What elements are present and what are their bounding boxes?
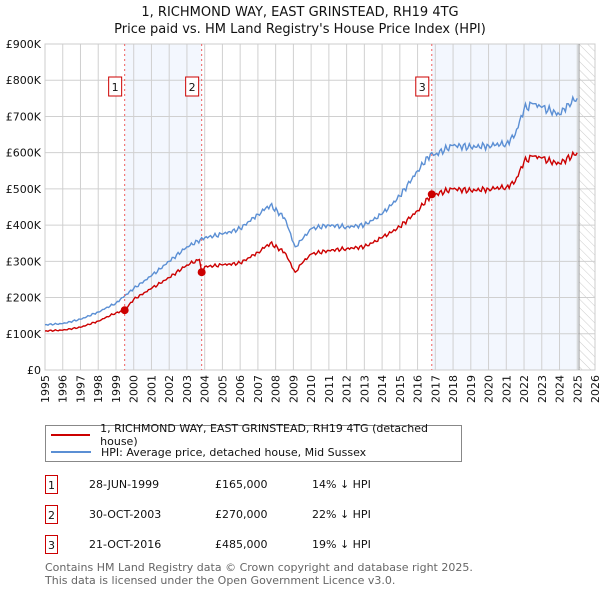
- sale-label-box: [108, 76, 123, 97]
- x-tick-label: 2000: [128, 375, 141, 403]
- y-tick-label: £200K: [6, 292, 42, 305]
- x-tick-label: 1997: [74, 375, 87, 403]
- x-tick-label: 2002: [163, 375, 176, 403]
- plot-border: [44, 43, 596, 371]
- x-tick-label: 2022: [518, 375, 531, 403]
- footer-licence: This data is licensed under the Open Gov…: [45, 574, 396, 587]
- sale-point: [120, 306, 129, 315]
- sale-row: 1 28-JUN-1999 £165,000 14% ↓ HPI: [45, 475, 465, 495]
- x-tick-label: 2009: [287, 375, 300, 403]
- x-tick-label: 2011: [323, 375, 336, 403]
- sale-marker-badge: 3: [45, 535, 58, 554]
- y-tick-label: £500K: [6, 183, 42, 196]
- sale-row: 2 30-OCT-2003 £270,000 22% ↓ HPI: [45, 505, 465, 525]
- legend-label-property: 1, RICHMOND WAY, EAST GRINSTEAD, RH19 4T…: [100, 422, 428, 448]
- legend-label-hpi: HPI: Average price, detached house, Mid …: [101, 445, 367, 459]
- sale-price: £270,000: [215, 508, 268, 521]
- shaded-period: [124, 44, 202, 370]
- hpi-line: [44, 94, 578, 326]
- x-tick-label: 2014: [376, 375, 389, 403]
- x-tick-label: 1995: [39, 375, 52, 403]
- sale-label-box: [415, 76, 430, 97]
- x-tick-label: 2003: [181, 375, 194, 403]
- shaded-period: [431, 44, 580, 370]
- y-tick-label: £300K: [6, 255, 42, 268]
- sale-date: 21-OCT-2016: [89, 538, 162, 551]
- x-tick-label: 2010: [305, 375, 318, 403]
- y-tick-label: £700K: [6, 110, 42, 123]
- x-tick-label: 2019: [465, 375, 478, 403]
- plot-area: 1995 1996 1997 1998 1999 2000 2001 2002 2003 2004…: [6, 38, 600, 403]
- legend-swatch-hpi: [51, 451, 91, 453]
- sale-point: [427, 190, 436, 199]
- x-tick-label: 2025: [571, 375, 584, 403]
- x-tick-label: 2017: [429, 375, 442, 403]
- sale-label-box: [185, 76, 200, 97]
- x-tick-label: 2021: [500, 375, 513, 403]
- x-tick-label: 2007: [252, 375, 265, 403]
- sale-date: 28-JUN-1999: [89, 478, 160, 491]
- sale-label: 2: [189, 81, 196, 94]
- y-tick-label: £800K: [6, 74, 42, 87]
- y-tick-label: £900K: [6, 38, 42, 51]
- x-tick-label: 2024: [554, 375, 567, 403]
- forecast-hatch: [579, 44, 595, 370]
- x-tick-label: 2018: [447, 375, 460, 403]
- sale-price: £165,000: [215, 478, 268, 491]
- x-tick-label: 1999: [110, 375, 123, 403]
- y-tick-label: £0: [27, 364, 41, 377]
- sale-label: 1: [112, 81, 119, 94]
- sale-hpi-diff: 19% ↓ HPI: [312, 538, 371, 551]
- chart-subtitle: Price paid vs. HM Land Registry's House …: [114, 22, 486, 37]
- x-tick-label: 2016: [412, 375, 425, 403]
- x-tick-label: 2001: [145, 375, 158, 403]
- property-price-line: [44, 150, 578, 333]
- x-tick-label: 2008: [270, 375, 283, 403]
- y-tick-label: £400K: [6, 219, 42, 232]
- legend: 1, RICHMOND WAY, EAST GRINSTEAD, RH19 4T…: [45, 422, 462, 462]
- sale-hpi-diff: 14% ↓ HPI: [312, 478, 371, 491]
- sale-date: 30-OCT-2003: [89, 508, 162, 521]
- x-tick-label: 2012: [341, 375, 354, 403]
- x-tick-label: 2023: [536, 375, 549, 403]
- sale-point: [197, 268, 206, 277]
- sale-marker-badge: 1: [45, 475, 58, 494]
- x-tick-label: 2005: [216, 375, 229, 403]
- sale-row: 3 21-OCT-2016 £485,000 19% ↓ HPI: [45, 535, 465, 555]
- x-tick-label: 1998: [92, 375, 105, 403]
- x-tick-label: 2015: [394, 375, 407, 403]
- footer: Contains HM Land Registry data © Crown c…: [45, 561, 473, 587]
- x-tick-label: 2006: [234, 375, 247, 403]
- x-tick-label: 2004: [199, 375, 212, 403]
- sale-marker-badge: 2: [45, 505, 58, 524]
- y-tick-label: £100K: [6, 328, 42, 341]
- chart-title: 1, RICHMOND WAY, EAST GRINSTEAD, RH19 4T…: [141, 5, 459, 20]
- x-tick-label: 2026: [589, 375, 600, 403]
- x-tick-label: 2013: [358, 375, 371, 403]
- y-tick-label: £600K: [6, 147, 42, 160]
- legend-swatch-property: [51, 434, 91, 436]
- x-tick-label: 2020: [483, 375, 496, 403]
- sale-price: £485,000: [215, 538, 268, 551]
- footer-copyright: Contains HM Land Registry data © Crown c…: [45, 561, 473, 574]
- sale-label: 3: [419, 81, 426, 94]
- sale-hpi-diff: 22% ↓ HPI: [312, 508, 371, 521]
- x-tick-label: 1996: [57, 375, 70, 403]
